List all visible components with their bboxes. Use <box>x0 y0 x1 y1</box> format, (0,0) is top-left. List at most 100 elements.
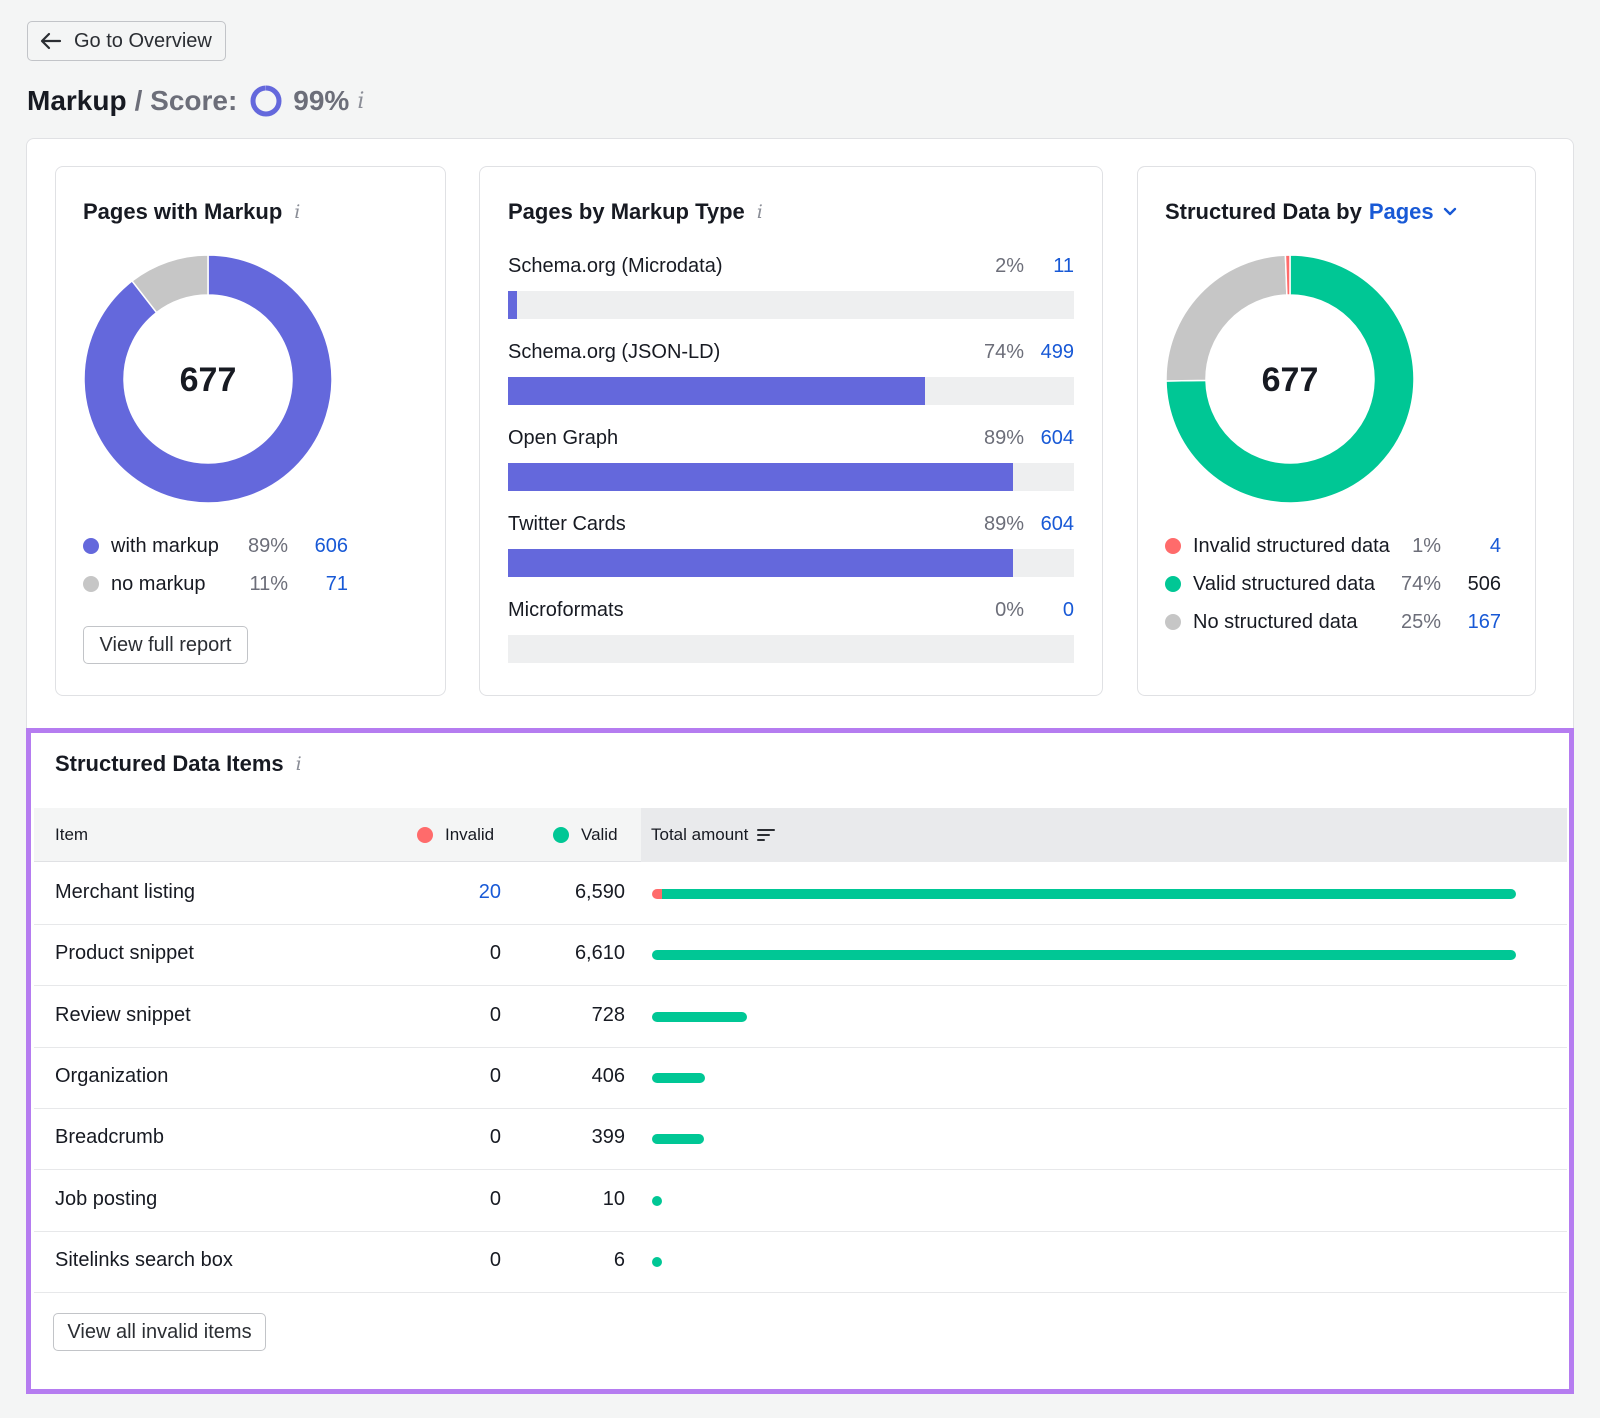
valid-count: 728 <box>591 1003 625 1026</box>
markup-type-count-link[interactable]: 604 <box>1040 513 1074 535</box>
markup-type-label: Schema.org (Microdata) <box>508 255 723 277</box>
structured-data-total: 677 <box>1261 361 1319 399</box>
invalid-count: 0 <box>489 1187 501 1210</box>
invalid-count: 0 <box>489 1248 501 1271</box>
go-to-overview-button[interactable]: Go to Overview <box>27 21 226 61</box>
invalid-count: 0 <box>489 1126 501 1149</box>
invalid-count: 0 <box>489 1003 501 1026</box>
table-row[interactable]: Job posting 0 10 <box>34 1170 1567 1232</box>
legend-pct: 11% <box>249 572 288 595</box>
item-name: Merchant listing <box>55 881 196 903</box>
markup-type-pct: 89% <box>983 513 1024 535</box>
markup-type-pct: 74% <box>983 341 1024 363</box>
markup-type-label: Schema.org (JSON-LD) <box>508 341 721 363</box>
structured-data-donut[interactable] <box>1165 254 1415 504</box>
pages-with-markup-donut[interactable] <box>83 254 333 504</box>
column-item[interactable]: Item <box>55 825 89 844</box>
markup-type-row[interactable]: Microformats 0% 0 <box>508 599 1074 663</box>
markup-type-row[interactable]: Open Graph 89% 604 <box>508 427 1074 491</box>
table-header: Item Invalid Valid Total amount <box>34 808 1567 862</box>
valid-bar-segment <box>652 1072 706 1083</box>
markup-type-bar-fill <box>508 291 518 319</box>
markup-type-count-link[interactable]: 604 <box>1040 427 1074 449</box>
column-invalid[interactable]: Invalid <box>417 825 494 845</box>
column-total-label: Total amount <box>651 825 749 844</box>
valid-count: 6,610 <box>574 942 625 965</box>
table-row[interactable]: Merchant listing 20 6,590 <box>34 863 1567 925</box>
markup-type-bar-fill <box>508 463 1013 491</box>
markup-type-row[interactable]: Twitter Cards 89% 604 <box>508 513 1074 577</box>
valid-bar-segment <box>662 889 1516 899</box>
legend-no-structured[interactable]: No structured data 25% 167 <box>1165 609 1501 635</box>
total-amount-bar <box>652 1072 706 1083</box>
legend-dot <box>1165 538 1181 554</box>
markup-type-row[interactable]: Schema.org (JSON-LD) 74% 499 <box>508 341 1074 405</box>
markup-type-bar-track <box>508 463 1074 491</box>
pages-with-markup-slice[interactable] <box>83 254 333 504</box>
legend-dot <box>83 576 99 592</box>
chevron-down-icon[interactable] <box>1442 206 1458 218</box>
valid-bar-segment <box>652 1256 662 1267</box>
invalid-count[interactable]: 20 <box>478 881 501 903</box>
legend-count-link[interactable]: 71 <box>325 572 348 595</box>
valid-bar-segment <box>652 1134 705 1145</box>
item-name: Breadcrumb <box>55 1126 164 1149</box>
markup-type-label: Open Graph <box>508 427 619 449</box>
view-all-invalid-items-button[interactable]: View all invalid items <box>53 1313 266 1351</box>
legend-with-markup[interactable]: with markup 89% 606 <box>83 533 348 559</box>
structured-data-title-text: Structured Data by <box>1165 199 1362 224</box>
info-icon[interactable]: i <box>756 201 763 223</box>
table-row[interactable]: Sitelinks search box 0 6 <box>34 1231 1567 1293</box>
score-value: 99% <box>293 85 350 116</box>
valid-bar-segment <box>652 1011 748 1022</box>
valid-count: 406 <box>591 1064 625 1087</box>
invalid-bar-segment <box>652 889 662 899</box>
markup-type-count-link[interactable]: 0 <box>1062 599 1074 621</box>
structured-data-by-pages-card: Structured Data by Pages 677 Invalid str… <box>1137 166 1536 696</box>
table-row[interactable]: Review snippet 0 728 <box>34 986 1567 1048</box>
view-full-report-button[interactable]: View full report <box>83 626 248 664</box>
column-valid-label: Valid <box>581 825 618 844</box>
structured-data-slice[interactable] <box>1165 254 1415 504</box>
item-name: Review snippet <box>55 1003 191 1026</box>
legend-count-link[interactable]: 167 <box>1467 610 1501 633</box>
score-label: / Score: <box>134 85 238 116</box>
score-info-icon[interactable]: i <box>357 88 365 114</box>
legend-label: with markup <box>111 534 219 557</box>
total-amount-bar <box>652 1256 662 1267</box>
info-icon[interactable]: i <box>294 201 301 223</box>
pages-by-markup-type-title-text: Pages by Markup Type <box>508 199 745 224</box>
sort-icon[interactable] <box>757 828 776 842</box>
invalid-dot <box>417 827 433 843</box>
pages-dropdown[interactable]: Pages <box>1368 199 1434 224</box>
markup-type-count-link[interactable]: 11 <box>1053 255 1074 277</box>
column-total-amount[interactable]: Total amount <box>651 825 776 845</box>
markup-type-label: Microformats <box>508 599 624 621</box>
legend-label: No structured data <box>1193 610 1358 633</box>
legend-valid-structured: Valid structured data 74% 506 <box>1165 571 1501 597</box>
pages-with-markup-title-text: Pages with Markup <box>83 199 283 224</box>
info-icon[interactable]: i <box>295 753 302 775</box>
legend-dot <box>1165 576 1181 592</box>
markup-type-count-link[interactable]: 499 <box>1040 341 1074 363</box>
legend-count-link[interactable]: 4 <box>1489 534 1501 557</box>
markup-type-pct: 0% <box>995 599 1024 621</box>
legend-count-link[interactable]: 606 <box>314 534 348 557</box>
markup-type-row[interactable]: Schema.org (Microdata) 2% 11 <box>508 255 1074 319</box>
legend-dot <box>1165 614 1181 630</box>
page-title-text: Markup <box>27 85 127 116</box>
total-amount-header-bg <box>641 808 1567 862</box>
legend-invalid-structured[interactable]: Invalid structured data 1% 4 <box>1165 533 1501 559</box>
legend-label: Invalid structured data <box>1193 534 1390 557</box>
table-row[interactable]: Breadcrumb 0 399 <box>34 1108 1567 1171</box>
total-amount-bar <box>652 950 1516 961</box>
pages-with-markup-slice[interactable] <box>131 254 209 314</box>
table-row[interactable]: Organization 0 406 <box>34 1047 1567 1109</box>
legend-no-markup[interactable]: no markup 11% 71 <box>83 571 348 597</box>
table-row[interactable]: Product snippet 0 6,610 <box>34 924 1567 987</box>
structured-data-items-title-text: Structured Data Items <box>55 751 284 776</box>
markup-type-bar-track <box>508 377 1074 405</box>
legend-label: no markup <box>111 572 206 595</box>
column-valid[interactable]: Valid <box>553 825 618 845</box>
structured-data-slice[interactable] <box>1284 254 1291 296</box>
